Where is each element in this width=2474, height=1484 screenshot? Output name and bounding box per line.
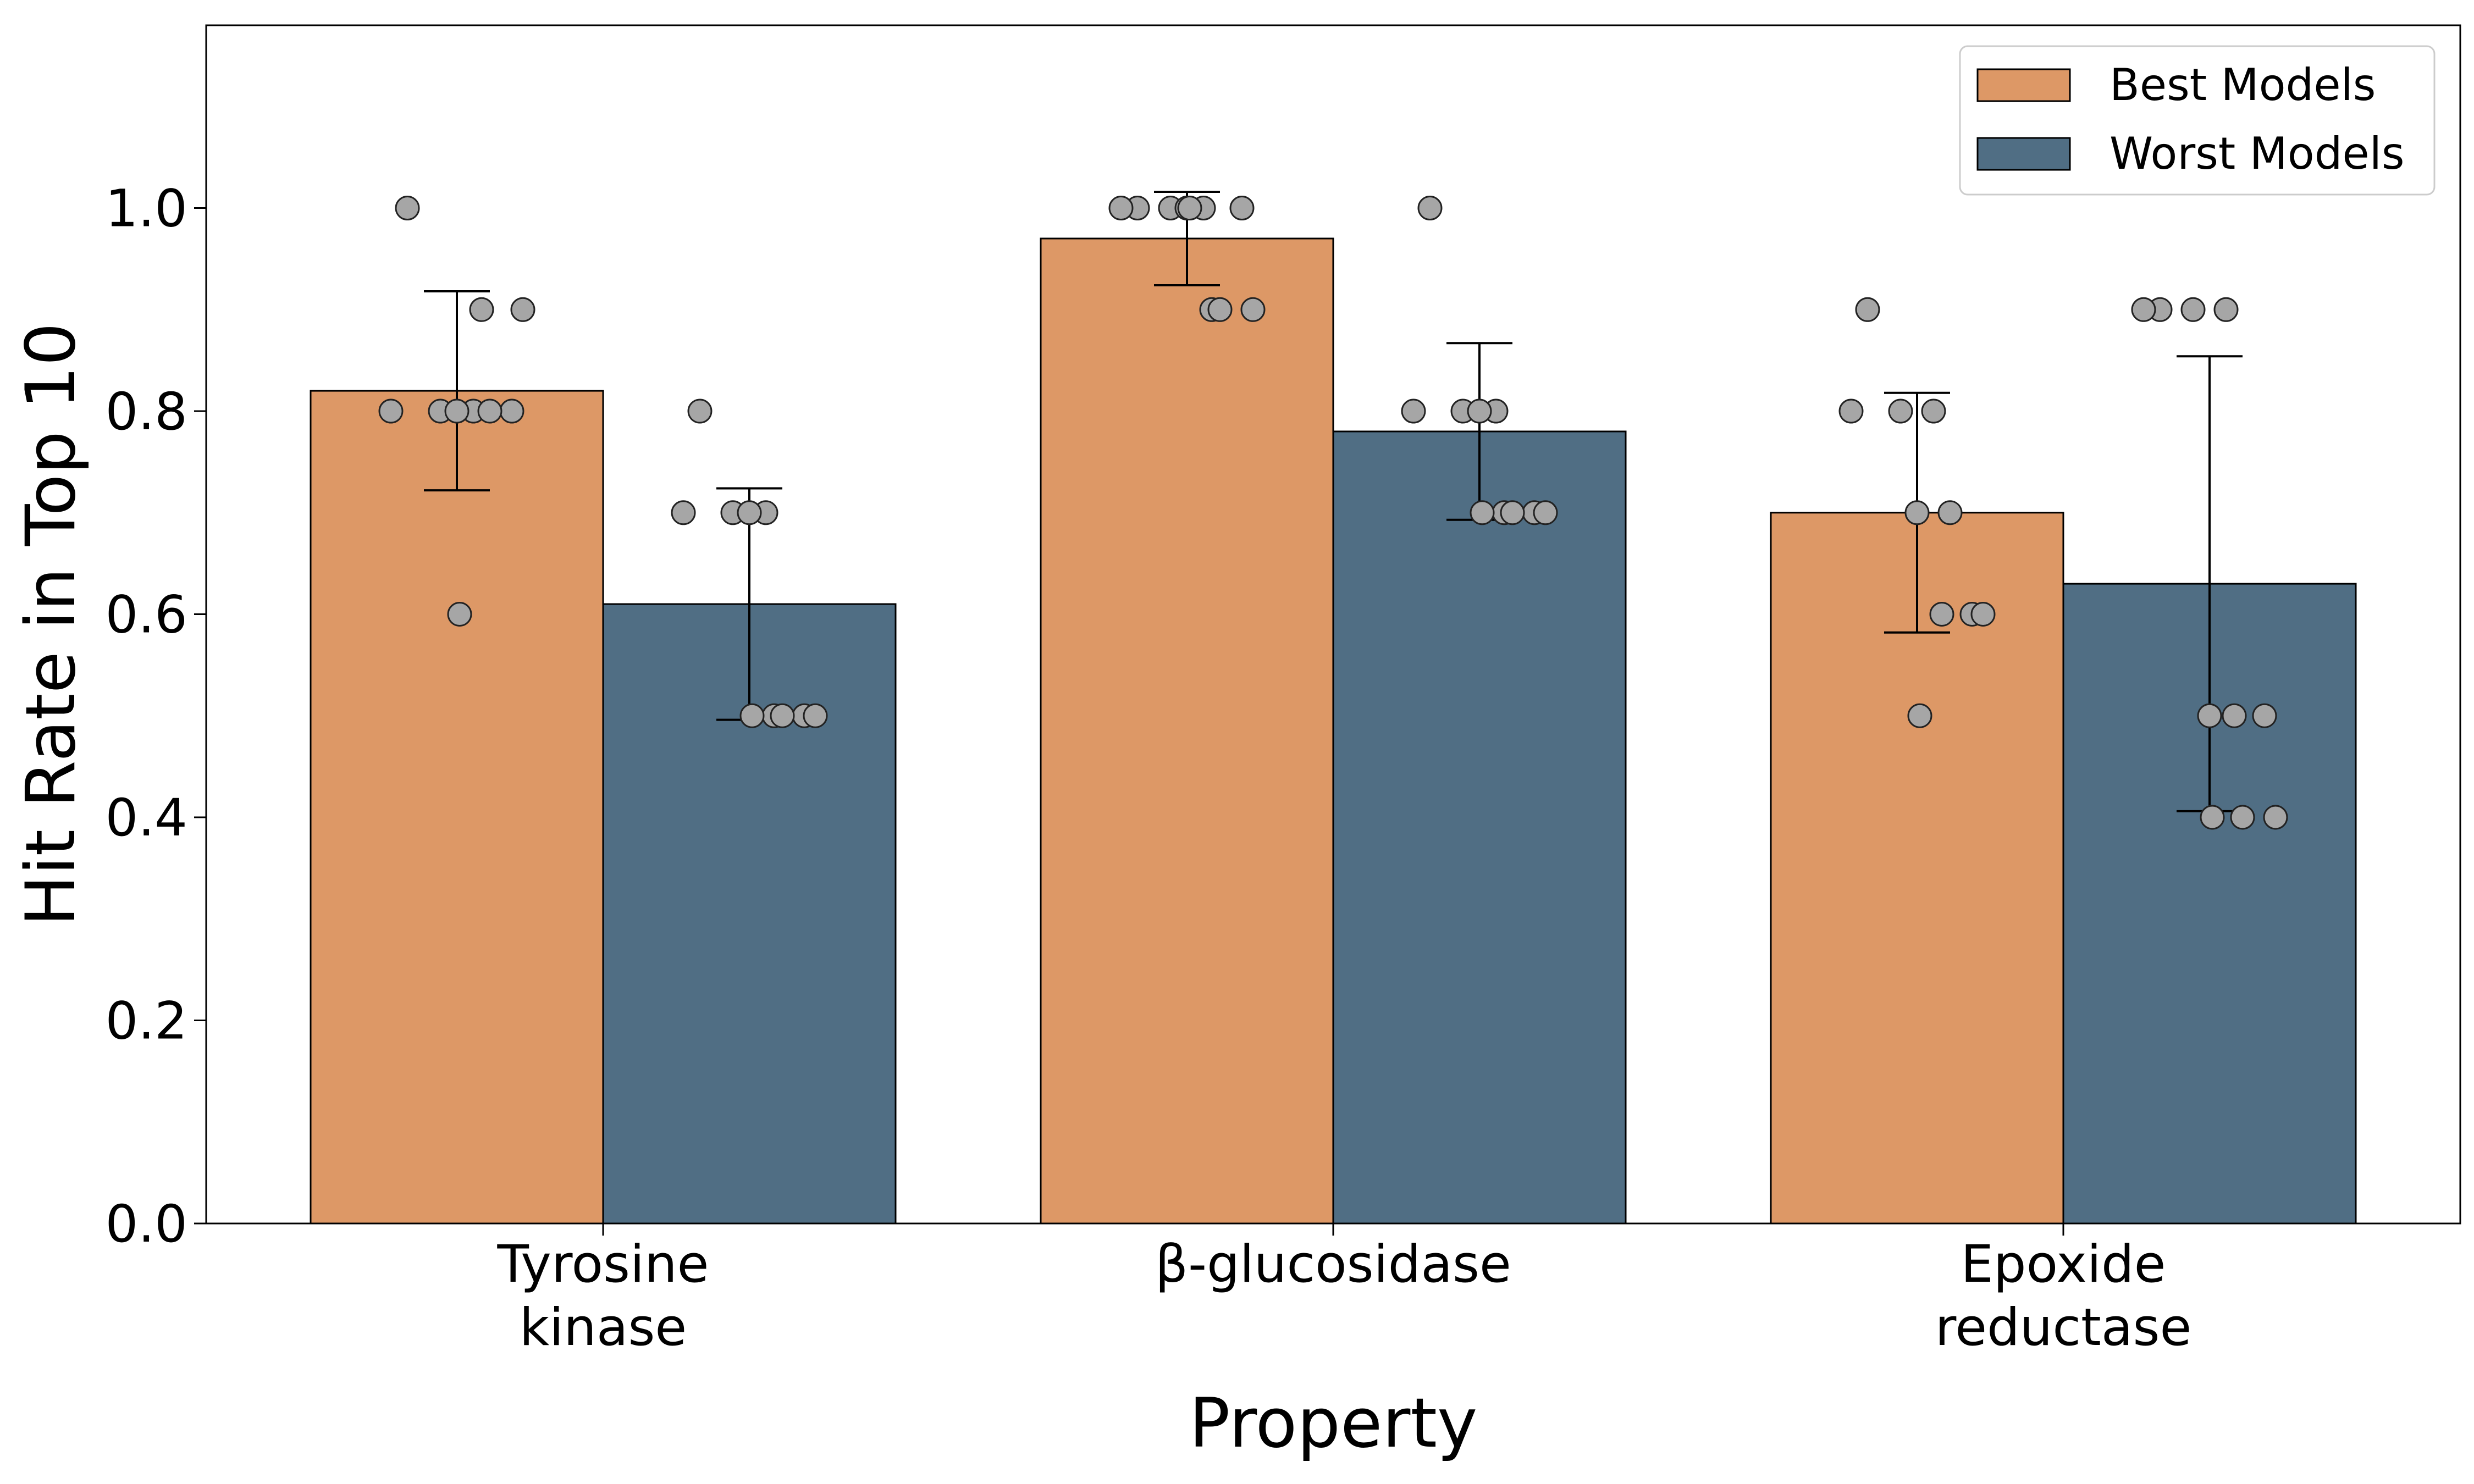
legend-box: [1959, 45, 2436, 196]
bar: [1332, 430, 1627, 1225]
data-point: [2180, 297, 2206, 322]
data-point: [2263, 805, 2288, 830]
data-point: [1970, 602, 1996, 627]
data-point: [1929, 602, 1954, 627]
x-tick-label: reductase: [1935, 1298, 2192, 1358]
bars-layer: [310, 237, 2357, 1225]
x-tick-label: Tyrosine: [497, 1234, 709, 1294]
y-tick-label: 0.4: [106, 788, 188, 848]
data-point: [1533, 500, 1558, 525]
data-point: [2200, 805, 2225, 830]
data-point: [1240, 297, 1266, 322]
data-point: [737, 500, 762, 525]
data-point: [1108, 196, 1134, 221]
data-point: [1907, 703, 1932, 728]
y-tick-label: 0.8: [106, 382, 188, 442]
data-point: [1417, 196, 1443, 221]
data-point: [1855, 297, 1880, 322]
legend-label: Best Models: [2109, 59, 2376, 110]
legend-label: Worst Models: [2109, 128, 2405, 179]
data-point: [2131, 297, 2156, 322]
data-point: [510, 297, 535, 322]
data-point: [395, 196, 420, 221]
y-axis-title: Hit Rate in Top 10: [12, 323, 91, 926]
data-point: [1467, 398, 1492, 424]
data-point: [477, 398, 502, 424]
data-point: [2213, 297, 2239, 322]
data-point: [687, 398, 713, 424]
data-point: [2230, 805, 2255, 830]
data-point: [378, 398, 404, 424]
x-tick-label: kinase: [520, 1298, 687, 1358]
legend: Best Models Worst Models: [1959, 45, 2436, 196]
y-tick-label: 0.2: [106, 992, 188, 1051]
data-point: [499, 398, 524, 424]
data-point: [469, 297, 494, 322]
data-point: [1401, 398, 1426, 424]
data-point: [1888, 398, 1913, 424]
data-point: [1229, 196, 1255, 221]
y-tick-label: 1.0: [106, 179, 188, 239]
data-point: [2222, 703, 2247, 728]
data-point: [770, 703, 795, 728]
data-point: [739, 703, 765, 728]
bar: [1040, 237, 1334, 1225]
data-point: [1207, 297, 1233, 322]
x-tick-label: β-glucosidase: [1155, 1234, 1511, 1294]
legend-swatch: [1976, 68, 2071, 102]
y-axis: 0.0 0.2 0.4 0.6 0.8 1.0: [106, 179, 206, 1254]
data-point: [444, 398, 470, 424]
x-tick-label: Epoxide: [1961, 1234, 2166, 1294]
x-axis-title: Property: [1189, 1384, 1478, 1463]
data-point: [671, 500, 696, 525]
y-tick-label: 0.6: [106, 585, 188, 645]
data-point: [1921, 398, 1946, 424]
legend-swatch: [1976, 137, 2071, 171]
data-point: [803, 703, 828, 728]
y-tick-label: 0.0: [106, 1194, 188, 1254]
data-point: [1500, 500, 1525, 525]
points-layer: [378, 196, 2288, 830]
data-point: [1904, 500, 1930, 525]
data-point: [447, 602, 472, 627]
data-point: [1177, 196, 1202, 221]
bar: [310, 390, 604, 1225]
data-point: [1937, 500, 1963, 525]
data-point: [2197, 703, 2222, 728]
data-point: [1470, 500, 1495, 525]
data-point: [2252, 703, 2277, 728]
data-point: [1838, 398, 1864, 424]
